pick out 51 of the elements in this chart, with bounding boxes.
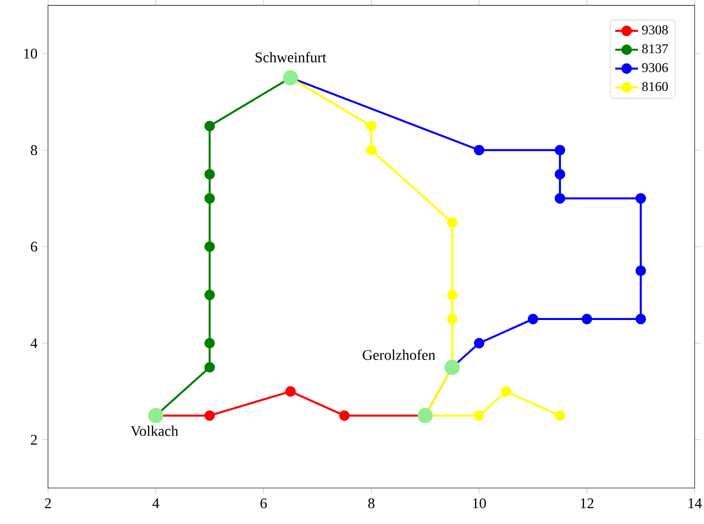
point <box>204 241 215 252</box>
point <box>582 314 592 324</box>
point <box>446 314 458 324</box>
y-tick-label: 8 <box>30 145 38 156</box>
point <box>204 168 215 180</box>
x-tick-label: 10 <box>473 498 486 508</box>
point <box>444 360 460 375</box>
point <box>446 290 458 300</box>
annotation: Gerolzhofen <box>362 349 436 360</box>
y-tick-label: 10 <box>24 48 38 59</box>
legend-label: 9306 <box>642 63 668 72</box>
point <box>528 314 538 324</box>
legend-label: 8160 <box>642 82 668 91</box>
point <box>474 410 484 421</box>
point <box>636 314 646 324</box>
point <box>204 362 215 373</box>
point <box>554 410 566 421</box>
point <box>282 70 298 86</box>
x-tick-label: 4 <box>152 498 160 508</box>
legend-label: 8137 <box>642 44 668 54</box>
point <box>366 120 377 132</box>
y-tick-label: 2 <box>30 434 37 445</box>
point <box>366 144 377 156</box>
x-tick-label: 14 <box>688 498 702 508</box>
x-tick-label: 12 <box>580 498 594 508</box>
point <box>500 386 512 397</box>
point <box>418 408 433 424</box>
point <box>204 290 215 300</box>
point <box>204 120 215 132</box>
point <box>474 338 484 348</box>
annotation: Schweinfurt <box>256 52 326 62</box>
x-tick-label: 6 <box>260 498 267 508</box>
point <box>204 338 215 348</box>
point <box>554 168 566 180</box>
y-tick-label: 4 <box>30 338 38 348</box>
legend-label: 9308 <box>642 25 668 34</box>
point <box>554 144 566 156</box>
point <box>636 266 646 276</box>
x-tick-label: 8 <box>368 498 374 508</box>
point <box>204 193 215 204</box>
point <box>204 410 215 421</box>
point <box>285 386 296 397</box>
point <box>339 410 350 421</box>
point <box>636 193 646 204</box>
point <box>148 408 164 424</box>
point <box>446 217 458 228</box>
annotation: Volkach <box>130 426 178 436</box>
point <box>554 193 566 204</box>
y-tick-label: 6 <box>30 242 38 252</box>
point <box>474 144 484 156</box>
x-tick-label: 2 <box>44 498 51 508</box>
